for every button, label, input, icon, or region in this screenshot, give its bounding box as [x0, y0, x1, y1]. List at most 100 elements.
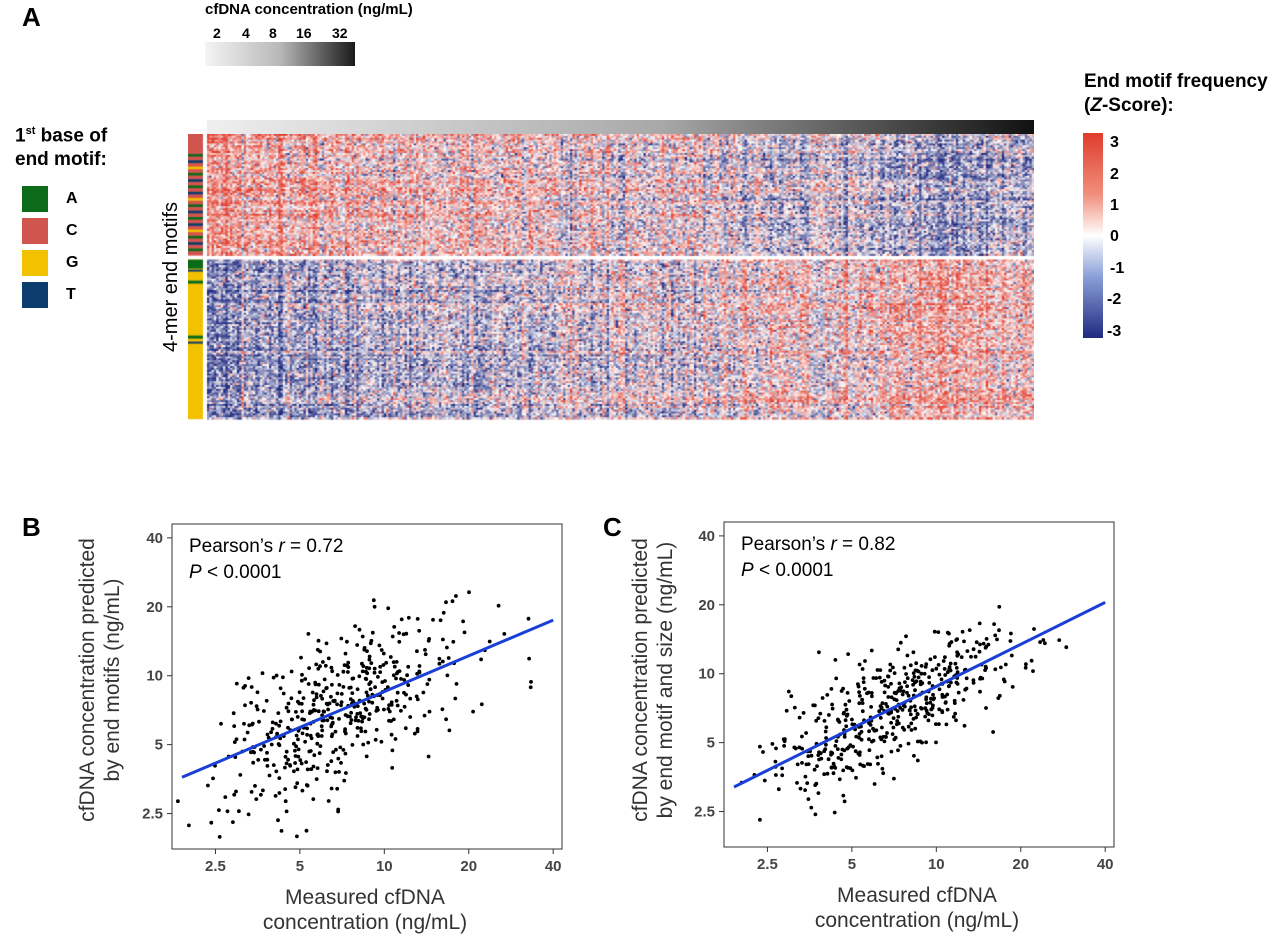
data-point: [933, 655, 937, 659]
data-point: [293, 785, 298, 790]
data-point: [358, 711, 363, 715]
data-point: [313, 680, 318, 685]
data-point: [404, 692, 408, 697]
data-point: [440, 659, 445, 664]
data-point: [339, 761, 343, 765]
x-tick-label: 40: [1097, 856, 1114, 873]
data-point: [345, 714, 350, 719]
data-point: [860, 709, 865, 714]
data-point: [321, 689, 326, 694]
data-point: [360, 661, 364, 666]
data-point: [824, 742, 828, 747]
x-tick-label: 10: [928, 856, 945, 873]
data-point: [1010, 685, 1015, 689]
data-point: [292, 741, 296, 746]
data-point: [858, 762, 863, 767]
data-point: [300, 672, 304, 677]
data-point: [953, 661, 958, 666]
data-point: [835, 747, 840, 751]
data-point: [909, 728, 914, 732]
data-point: [896, 647, 901, 652]
data-point: [876, 761, 880, 766]
cfdna-key-ticks: 2 4 8 16 32: [205, 25, 355, 41]
data-point: [315, 766, 320, 770]
scatter-b: 2.5 5 10 20 40 2.5 5 10 20 40: [142, 523, 563, 875]
data-point: [800, 734, 804, 739]
data-point: [832, 764, 837, 769]
data-point: [339, 700, 344, 704]
data-point: [842, 710, 846, 715]
data-point: [305, 767, 310, 772]
data-point: [954, 638, 959, 642]
data-point: [276, 818, 280, 823]
data-point: [973, 654, 978, 659]
legend-item-g: G: [22, 247, 78, 279]
data-point: [384, 660, 389, 665]
data-point: [856, 751, 861, 756]
data-point: [844, 724, 849, 729]
data-point: [875, 755, 880, 760]
data-point: [889, 681, 893, 686]
data-point: [304, 828, 309, 833]
data-point: [343, 751, 348, 756]
data-point: [832, 810, 837, 815]
data-point: [303, 739, 307, 744]
data-point: [830, 702, 834, 707]
data-point: [526, 616, 531, 621]
data-point: [880, 701, 885, 706]
data-point: [454, 594, 458, 598]
cfdna-key-title: cfDNA concentration (ng/mL): [205, 1, 413, 18]
data-point: [858, 694, 862, 698]
data-point: [830, 706, 835, 711]
data-point: [866, 690, 871, 695]
data-point: [977, 649, 982, 654]
data-point: [798, 786, 803, 791]
cfdna-key-tick: 2: [213, 25, 221, 41]
data-point: [289, 669, 294, 674]
data-point: [339, 703, 343, 708]
data-point: [308, 711, 312, 715]
data-point: [907, 708, 912, 713]
data-point: [954, 666, 959, 670]
data-point: [237, 809, 241, 814]
data-point: [374, 727, 379, 732]
scatter-b-xlabel: Measured cfDNA concentration (ng/mL): [262, 886, 468, 934]
data-point: [853, 749, 858, 754]
data-point: [761, 750, 765, 754]
data-point: [923, 706, 928, 711]
data-point: [367, 657, 372, 662]
data-point: [925, 711, 930, 715]
data-point: [346, 670, 350, 674]
data-point: [869, 705, 873, 709]
data-point: [348, 685, 353, 690]
data-point: [934, 666, 939, 671]
data-point: [914, 661, 919, 666]
scatter-points: [176, 590, 533, 839]
scatter-c: 2.5 5 10 20 40 2.5 5 10 20 40: [694, 521, 1115, 873]
data-point: [267, 773, 272, 778]
zscore-tick: -1: [1110, 260, 1125, 277]
data-point: [789, 694, 794, 699]
data-point: [889, 695, 894, 700]
data-point: [441, 610, 446, 615]
data-point: [373, 685, 377, 690]
data-point: [981, 641, 986, 646]
data-point: [922, 671, 927, 676]
y-tick-label: 20: [698, 597, 715, 614]
data-point: [1038, 640, 1042, 644]
data-point: [309, 736, 314, 741]
data-point: [390, 766, 395, 770]
data-point: [377, 643, 382, 648]
data-point: [776, 787, 781, 792]
data-point: [390, 748, 395, 753]
data-point: [845, 712, 850, 717]
data-point: [329, 786, 334, 791]
data-point: [773, 759, 778, 764]
data-point: [905, 690, 909, 695]
base-legend-title: 1st base of end motif:: [15, 125, 108, 171]
data-point: [249, 750, 253, 755]
data-point: [431, 617, 435, 622]
data-point: [417, 664, 422, 668]
data-point: [305, 732, 309, 737]
data-point: [348, 697, 353, 701]
